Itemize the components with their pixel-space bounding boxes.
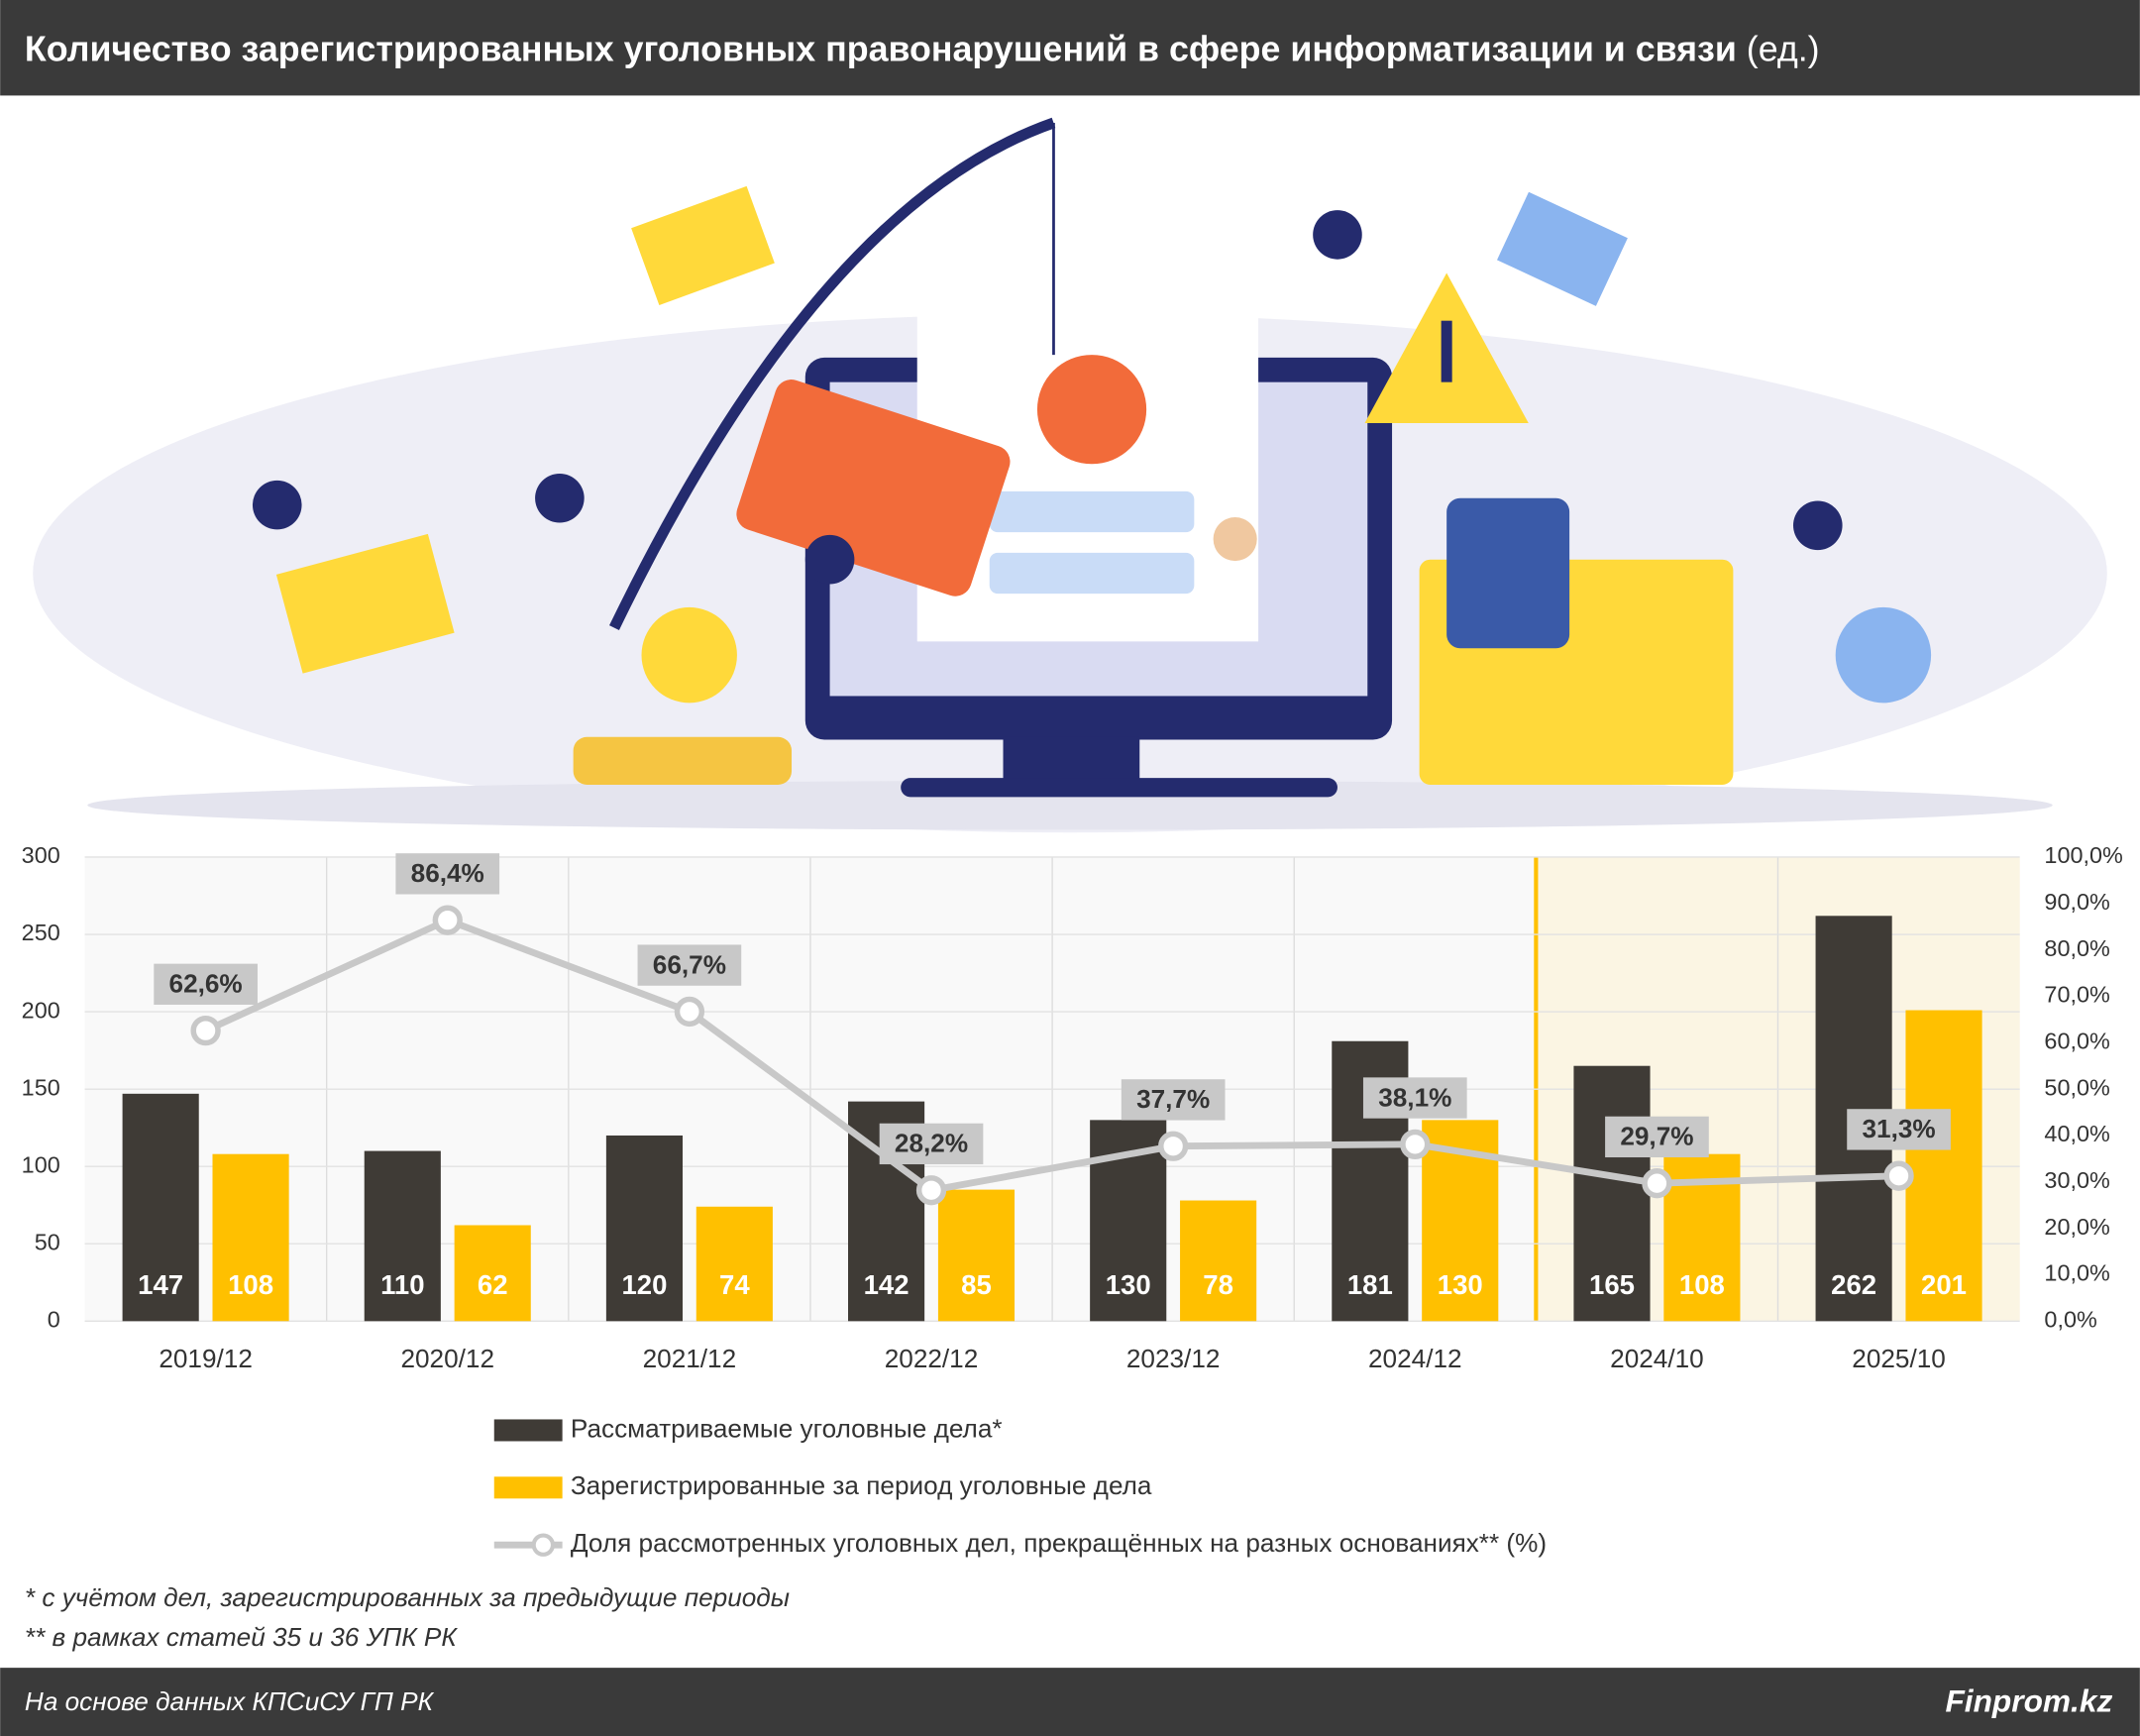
- legend-swatch: [531, 1533, 556, 1557]
- y2-tick-label: 0,0%: [2044, 1306, 2096, 1332]
- x-tick-label: 2019/12: [159, 1344, 253, 1373]
- x-tick-label: 2024/12: [1368, 1344, 1462, 1373]
- bar: [1180, 1200, 1257, 1322]
- line-point: [915, 1175, 947, 1206]
- bar-value-label: 130: [1438, 1269, 1483, 1300]
- header-bar: [0, 0, 2140, 96]
- bar: [1905, 1010, 1982, 1322]
- bar-value-label: 147: [138, 1269, 183, 1300]
- x-tick-label: 2024/10: [1610, 1344, 1704, 1373]
- line-point: [674, 996, 705, 1028]
- y2-tick-label: 50,0%: [2044, 1074, 2109, 1100]
- legend-swatch: [493, 1476, 563, 1499]
- line-point: [1883, 1160, 1914, 1191]
- point-label-box: [1605, 1116, 1709, 1158]
- point-label-box: [1121, 1079, 1226, 1121]
- point-label: 29,7%: [1620, 1122, 1693, 1151]
- bar: [122, 1093, 199, 1322]
- bar: [212, 1153, 289, 1322]
- bar-value-label: 108: [228, 1269, 273, 1300]
- point-label-box: [1362, 1077, 1467, 1119]
- point-label: 66,7%: [653, 949, 726, 979]
- y2-tick-label: 20,0%: [2044, 1214, 2109, 1240]
- point-label-box: [395, 853, 500, 895]
- y2-tick-label: 90,0%: [2044, 889, 2109, 915]
- y-tick-label: 300: [22, 842, 60, 868]
- line: [204, 916, 1899, 1194]
- line-point: [1400, 1129, 1431, 1160]
- legend-swatch: [493, 1419, 563, 1442]
- point-label: 37,7%: [1136, 1084, 1210, 1114]
- illustration: [33, 117, 2107, 833]
- legend-label: Рассматриваемые уголовные дела*: [571, 1413, 1003, 1443]
- point-label-box: [154, 963, 258, 1005]
- point-label: 38,1%: [1378, 1082, 1451, 1112]
- bar-value-label: 62: [478, 1269, 508, 1300]
- line-point: [1642, 1168, 1672, 1199]
- y-tick-label: 200: [22, 997, 60, 1023]
- bar-value-label: 110: [380, 1269, 424, 1300]
- line-point: [190, 1015, 221, 1046]
- bar-value-label: 181: [1347, 1269, 1393, 1300]
- legend-label: Зарегистрированные за период уголовные д…: [571, 1470, 1152, 1500]
- bar-value-label: 78: [1203, 1269, 1233, 1300]
- x-tick-label: 2021/12: [643, 1344, 737, 1373]
- y2-tick-label: 40,0%: [2044, 1121, 2109, 1146]
- y-tick-label: 50: [35, 1229, 60, 1254]
- line-point: [1158, 1131, 1189, 1161]
- bar-value-label: 201: [1921, 1269, 1967, 1300]
- bar: [1573, 1065, 1651, 1322]
- footer-bar: [0, 1668, 2140, 1736]
- x-tick-label: 2025/10: [1852, 1344, 1946, 1373]
- point-label: 31,3%: [1862, 1114, 1935, 1143]
- bar-value-label: 142: [864, 1269, 910, 1300]
- bar: [454, 1225, 531, 1322]
- footnote: ** в рамках статей 35 и 36 УПК РК: [25, 1622, 458, 1652]
- point-label-box: [637, 944, 742, 986]
- x-tick-label: 2023/12: [1126, 1344, 1221, 1373]
- title-unit: (ед.): [1747, 30, 1820, 69]
- x-tick-label: 2020/12: [400, 1344, 494, 1373]
- y2-tick-label: 80,0%: [2044, 935, 2109, 961]
- bar-value-label: 130: [1106, 1269, 1151, 1300]
- bar-value-label: 108: [1679, 1269, 1725, 1300]
- point-label: 28,2%: [895, 1129, 968, 1158]
- y2-tick-label: 10,0%: [2044, 1260, 2109, 1286]
- y2-tick-label: 60,0%: [2044, 1028, 2109, 1053]
- bar: [605, 1135, 684, 1322]
- source: На основе данных КПСиСУ ГП РК: [25, 1686, 435, 1716]
- legend-label: Доля рассмотренных уголовных дел, прекра…: [571, 1528, 1547, 1558]
- y2-tick-label: 100,0%: [2044, 842, 2122, 868]
- plot: 0 50 100 150 200 250 300 0,0% 10,0% 20,0% 30,0% 40,…: [22, 842, 2123, 1558]
- brand: Finprom.kz: [1945, 1682, 2112, 1718]
- bar-value-label: 85: [961, 1269, 992, 1300]
- line-point: [432, 905, 463, 935]
- title: Количество зарегистрированных уголовных …: [25, 30, 1820, 69]
- bar-value-label: 74: [719, 1269, 750, 1300]
- y-tick-label: 150: [22, 1074, 60, 1100]
- x-tick-label: 2022/12: [885, 1344, 979, 1373]
- y-tick-label: 0: [48, 1306, 60, 1332]
- title-main: Количество зарегистрированных уголовных …: [25, 30, 1737, 69]
- bar-value-label: 120: [621, 1269, 667, 1300]
- footnote: * с учётом дел, зарегистрированных за пр…: [25, 1582, 790, 1612]
- point-label-box: [879, 1123, 984, 1165]
- y2-tick-label: 70,0%: [2044, 982, 2109, 1008]
- point-label: 86,4%: [411, 858, 484, 888]
- y-tick-label: 250: [22, 920, 60, 945]
- y2-tick-label: 30,0%: [2044, 1167, 2109, 1193]
- bar-value-label: 165: [1589, 1269, 1635, 1300]
- bar: [937, 1189, 1016, 1322]
- point-label: 62,6%: [169, 969, 243, 999]
- bar: [364, 1150, 441, 1322]
- y-tick-label: 100: [22, 1151, 60, 1177]
- bar-value-label: 262: [1831, 1269, 1876, 1300]
- point-label-box: [1847, 1109, 1951, 1150]
- bar: [696, 1206, 773, 1322]
